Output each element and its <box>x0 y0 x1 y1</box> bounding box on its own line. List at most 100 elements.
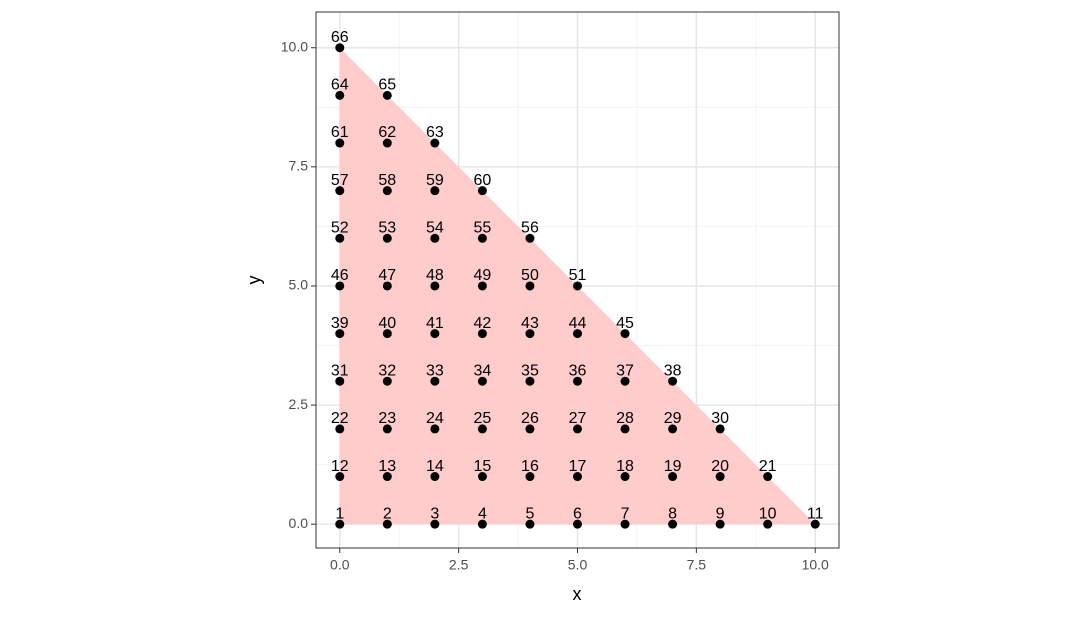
point <box>477 186 487 196</box>
point-label: 34 <box>474 362 492 379</box>
point <box>477 233 487 243</box>
point <box>335 43 345 53</box>
point-label: 8 <box>668 505 677 522</box>
point <box>477 424 487 434</box>
point <box>525 424 535 434</box>
point-label: 43 <box>521 315 539 332</box>
point-label: 51 <box>569 267 587 284</box>
point <box>668 519 678 529</box>
point-label: 4 <box>478 505 487 522</box>
x-tick-label: 2.5 <box>449 557 469 573</box>
point-label: 29 <box>664 410 682 427</box>
point <box>573 472 582 482</box>
point <box>525 376 535 386</box>
point <box>335 376 345 386</box>
point-label: 31 <box>331 362 349 379</box>
point-label: 6 <box>573 505 582 522</box>
point-label: 53 <box>378 220 396 237</box>
point <box>430 329 440 339</box>
point-label: 38 <box>664 362 682 379</box>
point <box>382 376 392 386</box>
point-label: 47 <box>378 267 396 284</box>
y-axis-title: y <box>244 276 264 285</box>
point-label: 55 <box>474 220 492 237</box>
point <box>620 329 630 339</box>
point <box>715 519 725 529</box>
point-label: 64 <box>331 77 349 94</box>
point <box>620 376 630 386</box>
point-label: 42 <box>474 315 492 332</box>
point-label: 44 <box>569 315 587 332</box>
point <box>620 424 630 434</box>
point-label: 52 <box>331 220 349 237</box>
point <box>382 329 392 339</box>
point-label: 12 <box>331 458 349 475</box>
point <box>382 519 392 529</box>
point <box>668 472 678 482</box>
point-label: 62 <box>378 124 396 141</box>
point-label: 27 <box>569 410 587 427</box>
point <box>430 472 440 482</box>
point <box>430 519 440 529</box>
point-label: 36 <box>569 362 587 379</box>
point <box>810 519 820 529</box>
point <box>715 472 725 482</box>
point-label: 15 <box>474 458 492 475</box>
point <box>430 233 440 243</box>
point-label: 17 <box>569 458 587 475</box>
point <box>525 329 535 339</box>
point-label: 41 <box>426 315 444 332</box>
point-label: 45 <box>616 315 634 332</box>
point <box>335 281 345 291</box>
point-label: 28 <box>616 410 634 427</box>
point <box>335 472 345 482</box>
point <box>335 519 345 529</box>
point <box>525 233 535 243</box>
point-label: 30 <box>711 410 729 427</box>
point-label: 23 <box>378 410 396 427</box>
point <box>430 281 440 291</box>
point-label: 20 <box>711 458 729 475</box>
point <box>573 329 582 339</box>
point-label: 58 <box>378 172 396 189</box>
point-label: 11 <box>807 505 824 522</box>
point <box>573 424 582 434</box>
point <box>335 329 345 339</box>
point <box>382 233 392 243</box>
point-label: 56 <box>521 220 539 237</box>
point-label: 46 <box>331 267 349 284</box>
point-label: 59 <box>426 172 444 189</box>
point <box>763 519 773 529</box>
point-label: 2 <box>383 505 392 522</box>
point <box>715 424 725 434</box>
point <box>335 90 345 100</box>
point-label: 16 <box>521 458 539 475</box>
point-label: 65 <box>378 77 396 94</box>
point-label: 9 <box>716 505 725 522</box>
point-label: 22 <box>331 410 349 427</box>
point-label: 3 <box>430 505 439 522</box>
point-label: 1 <box>335 505 344 522</box>
y-tick-label: 5.0 <box>289 277 309 293</box>
point-label: 19 <box>664 458 682 475</box>
point-label: 33 <box>426 362 444 379</box>
x-tick-label: 10.0 <box>802 557 829 573</box>
point <box>620 472 630 482</box>
point <box>382 138 392 148</box>
point-label: 48 <box>426 267 444 284</box>
point <box>382 472 392 482</box>
point <box>430 186 440 196</box>
point <box>477 472 487 482</box>
point <box>430 424 440 434</box>
point <box>620 519 630 529</box>
point <box>573 376 582 386</box>
point-label: 50 <box>521 267 539 284</box>
point <box>335 138 345 148</box>
point-label: 10 <box>759 505 777 522</box>
point-label: 35 <box>521 362 539 379</box>
point-label: 66 <box>331 29 349 46</box>
point <box>668 376 678 386</box>
point-label: 21 <box>759 458 777 475</box>
point-label: 37 <box>616 362 634 379</box>
point <box>382 281 392 291</box>
